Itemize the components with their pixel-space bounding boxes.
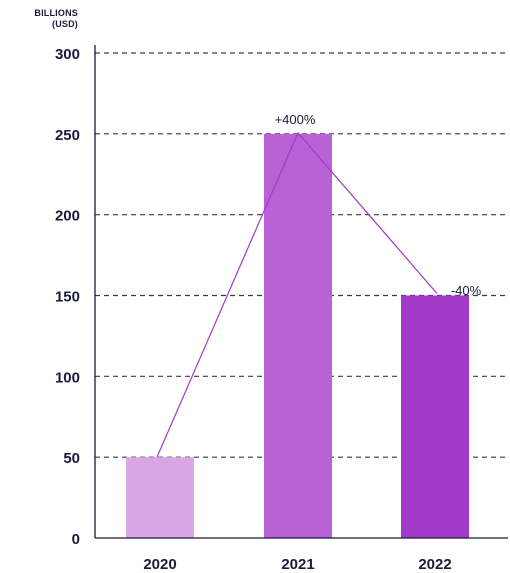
annotation-2021: +400% [275,112,316,127]
bar-2021 [264,133,332,539]
y-tick-label-100: 100 [55,369,80,386]
y-axis-unit-line-1: BILLIONS [34,8,78,18]
x-tick-label-2020: 2020 [143,556,176,573]
trend-line [156,131,438,458]
y-tick-label-250: 250 [55,127,80,144]
y-tick-label-150: 150 [55,289,80,306]
annotation-2022: -40% [451,283,482,298]
y-axis-unit-label: BILLIONS (USD) [22,8,78,30]
y-tick-label-200: 200 [55,208,80,225]
y-tick-label-0: 0 [72,531,80,548]
y-tick-label-50: 50 [63,450,80,467]
x-tick-label-2021: 2021 [281,556,314,573]
bar-2022 [401,295,469,538]
x-tick-label-2022: 2022 [418,556,451,573]
bar-2020 [126,457,194,538]
y-axis-unit-line-2: (USD) [52,19,78,29]
y-tick-label-300: 300 [55,46,80,63]
